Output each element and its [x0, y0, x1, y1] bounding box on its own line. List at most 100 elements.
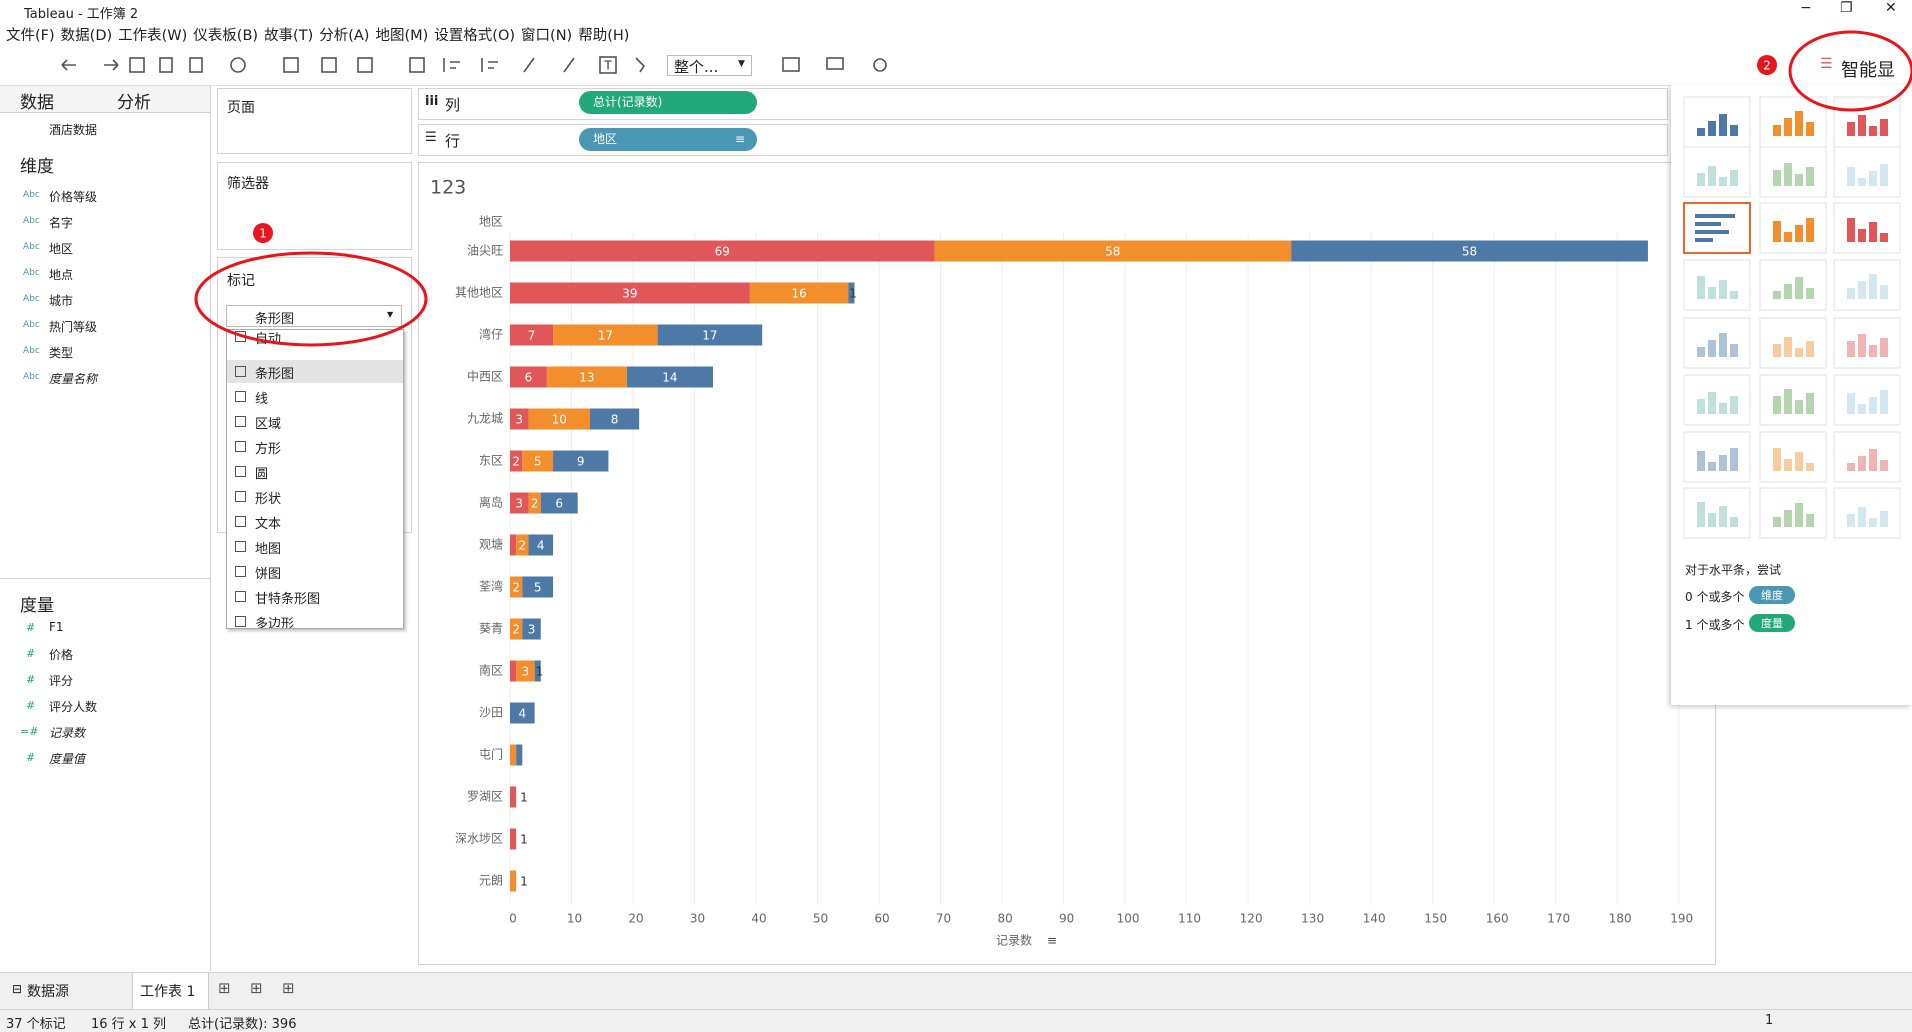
mark-type-option[interactable]: 区域: [255, 417, 282, 432]
icon-part: [1858, 115, 1866, 136]
show-me-title[interactable]: 智能显: [1841, 60, 1895, 81]
mark-type-option[interactable]: 自动: [255, 332, 282, 347]
rows-pill[interactable]: 地区 ≡: [579, 128, 757, 151]
menu-item[interactable]: 数据(D): [60, 28, 113, 44]
chart-title: 123: [430, 177, 466, 199]
option-frame: [1759, 431, 1827, 483]
data-source[interactable]: 酒店数据: [49, 123, 98, 137]
mark-type-option[interactable]: 形状: [255, 492, 282, 507]
data-source-tab[interactable]: 数据源: [27, 984, 69, 1000]
chart-type-option[interactable]: [1833, 487, 1901, 539]
mark-type-option[interactable]: 方形: [255, 442, 282, 457]
option-frame: [1683, 374, 1751, 426]
data-tab[interactable]: 数据: [20, 93, 54, 113]
new-dashboard[interactable]: ⊞: [250, 979, 263, 997]
icon-part: [1806, 341, 1814, 357]
bar-segment: [534, 660, 541, 682]
item-icon: [235, 391, 246, 402]
bar-segment: [510, 450, 523, 472]
mark-type-select[interactable]: 条形图 ▼: [226, 305, 402, 327]
bar-segment: [510, 324, 554, 346]
mark-type-option[interactable]: 圆: [255, 467, 269, 482]
menu-item[interactable]: 故事(T): [264, 28, 314, 44]
menu-item[interactable]: 工作表(W): [118, 28, 188, 44]
mark-type-option[interactable]: 地图: [255, 542, 282, 557]
mark-type-option[interactable]: 饼图: [255, 567, 282, 582]
chart-type-option[interactable]: [1759, 96, 1827, 148]
chart-type-option[interactable]: [1683, 487, 1751, 539]
chart-type-option[interactable]: [1683, 259, 1751, 311]
menu-item[interactable]: 仪表板(B): [193, 28, 259, 44]
icon-part: [1773, 396, 1781, 414]
sheet-tabs: ⊟ 数据源 工作表 1 ⊞ ⊞ ⊞: [0, 972, 1912, 1009]
icon-part: [1708, 513, 1716, 527]
chart-type-option[interactable]: [1683, 431, 1751, 483]
analysis-tab[interactable]: 分析: [117, 93, 151, 113]
chart-type-option[interactable]: [1759, 202, 1827, 254]
chart-type-option[interactable]: [1683, 146, 1751, 198]
new-sheet[interactable]: ⊞: [218, 979, 231, 997]
chart-type-option[interactable]: [1759, 146, 1827, 198]
minimize[interactable]: −: [1800, 0, 1812, 16]
x-tick-label: 50: [813, 912, 828, 926]
mark-type-option[interactable]: 文本: [255, 517, 282, 532]
data-label: 6: [555, 497, 563, 511]
sort-icon: ≡: [1047, 934, 1057, 948]
mark-type-option[interactable]: 线: [255, 392, 269, 407]
chart-type-option[interactable]: [1759, 487, 1827, 539]
chart-type-option[interactable]: [1759, 317, 1827, 369]
data-pane: 数据 分析 酒店数据 维度 度量: [0, 86, 211, 971]
sheet-tab[interactable]: 工作表 1: [140, 984, 196, 1000]
chart-type-option[interactable]: [1833, 431, 1901, 483]
chart-type-option[interactable]: [1833, 259, 1901, 311]
data-label: 2: [512, 623, 520, 637]
measures-title: 度量: [20, 596, 54, 616]
restore[interactable]: ❐: [1840, 0, 1853, 16]
y-tick-label: 荃湾: [479, 579, 503, 594]
chart-type-option[interactable]: [1833, 374, 1901, 426]
bar-segment: [510, 828, 517, 850]
bar-segment: [510, 576, 523, 598]
new-story[interactable]: ⊞: [282, 979, 295, 997]
menu-item[interactable]: 设置格式(O): [434, 28, 516, 44]
mark-type-option[interactable]: 甘特条形图: [255, 592, 321, 607]
active-tab[interactable]: [132, 973, 209, 1009]
chart-type-option[interactable]: [1833, 146, 1901, 198]
icon-part: [1773, 221, 1781, 242]
title-bar: Tableau - 工作簿 2 − ❐ ✕: [0, 0, 1912, 22]
mark-type-option[interactable]: 多边形: [255, 617, 295, 629]
chart-type-option[interactable]: [1759, 374, 1827, 426]
chart-type-option[interactable]: [1683, 317, 1751, 369]
icon-part: [1869, 126, 1877, 136]
icon-part: [1806, 393, 1814, 414]
icon-part: [1695, 238, 1713, 242]
option-frame: [1833, 487, 1901, 539]
option-frame: [1683, 487, 1751, 539]
columns-pill[interactable]: 总计(记录数): [579, 91, 757, 114]
status-bar: 37 个标记 16 行 x 1 列 总计(记录数): 396 1: [0, 1009, 1912, 1032]
icon-part: [1858, 404, 1866, 414]
fit-dropdown[interactable]: 整个... ▼: [667, 55, 752, 76]
chart-type-option[interactable]: [1683, 96, 1751, 148]
menu-item[interactable]: 文件(F): [6, 28, 55, 44]
chart-type-option[interactable]: [1683, 202, 1751, 254]
x-tick-label: 120: [1240, 912, 1263, 926]
chart-type-option[interactable]: [1833, 202, 1901, 254]
icon-part: [1708, 287, 1716, 299]
shelf-icon: iii: [425, 94, 439, 109]
chart-type-option[interactable]: [1833, 317, 1901, 369]
icon-part: [1869, 518, 1877, 527]
menu-item[interactable]: 窗口(N): [521, 28, 573, 44]
chart-type-option[interactable]: [1759, 259, 1827, 311]
mark-type-option[interactable]: 条形图: [255, 367, 295, 382]
menu-item[interactable]: 帮助(H): [578, 28, 630, 44]
chart-type-option[interactable]: [1759, 431, 1827, 483]
menu-item[interactable]: 分析(A): [319, 28, 370, 44]
menu-item[interactable]: 地图(M): [375, 28, 429, 44]
chart-type-option[interactable]: [1683, 374, 1751, 426]
icon-part: [1847, 341, 1855, 357]
close[interactable]: ✕: [1885, 0, 1897, 16]
chart-type-option[interactable]: [1833, 96, 1901, 148]
toolbar-icons-2: [782, 57, 887, 72]
